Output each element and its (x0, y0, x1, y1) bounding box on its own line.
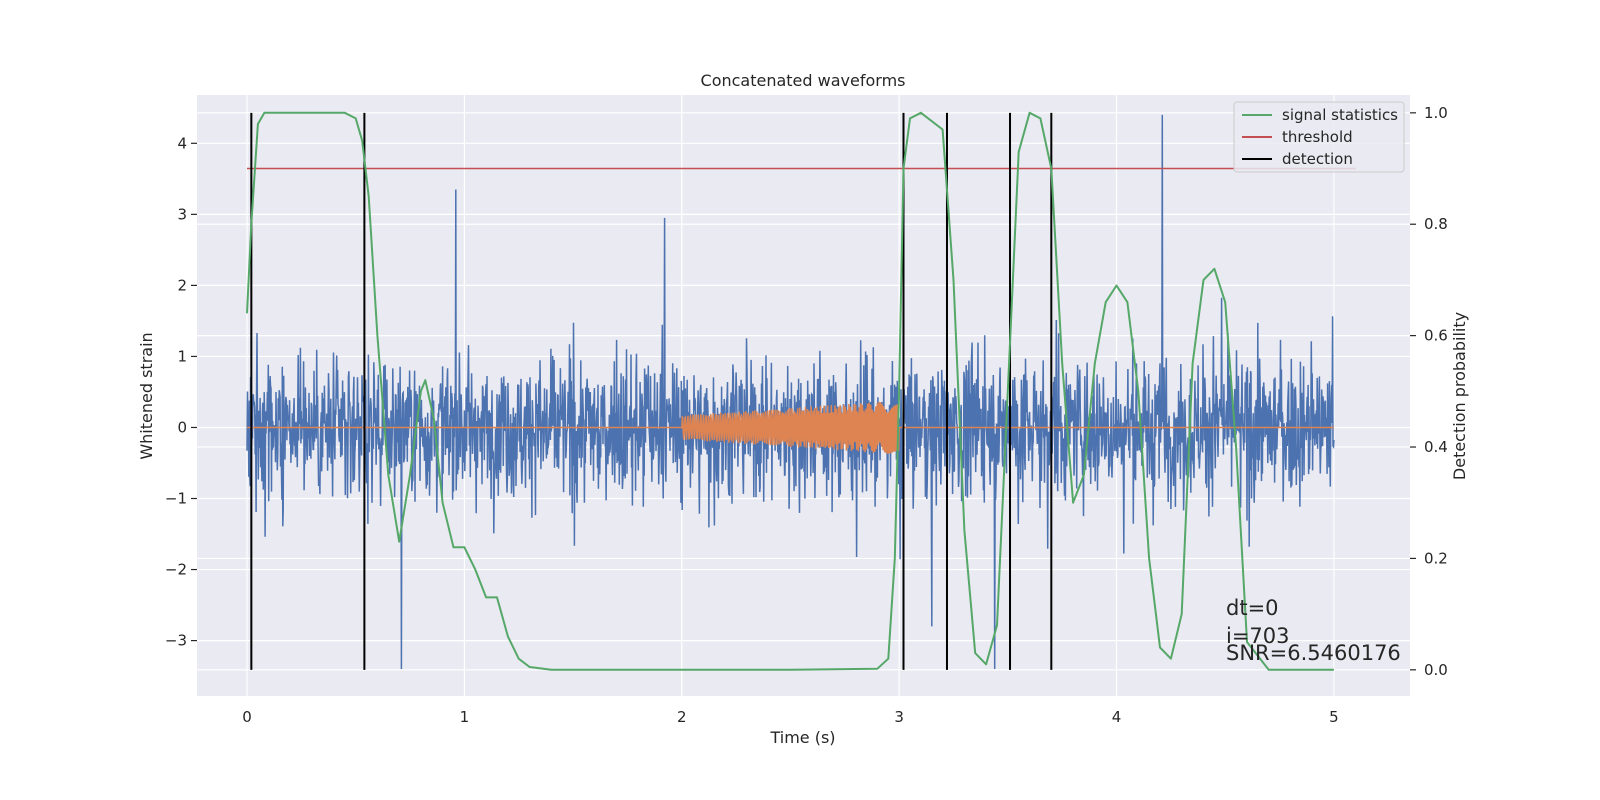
y2-tick-label: 0.0 (1424, 661, 1448, 679)
y-tick-label: 1 (177, 347, 187, 365)
y-tick-label: 2 (177, 276, 187, 294)
legend-box (1233, 101, 1405, 173)
legend-label: detection (1282, 150, 1353, 168)
axes: 0 1 2 3 4 5 −3 −2 −1 0 1 2 3 4 0.0 0.2 0.4 0.6 0.8 1.0 (165, 104, 1448, 726)
y2-tick-label: 0.4 (1424, 438, 1448, 456)
x-tick-label: 3 (894, 708, 904, 726)
x-tick-label: 1 (460, 708, 470, 726)
legend: signal statistics threshold detection (1233, 101, 1405, 173)
data-layer (246, 111, 1356, 671)
template-line (246, 401, 1334, 454)
y2-tick-label: 1.0 (1424, 104, 1448, 122)
y2-tick-label: 0.2 (1424, 549, 1448, 567)
y2-tick-label: 0.6 (1424, 327, 1448, 345)
annotation-text: i=703 (1226, 624, 1290, 648)
y-axis-label: Whitened strain (137, 332, 156, 459)
signal-statistics-line (246, 111, 1334, 671)
y-tick-label: 3 (177, 205, 187, 223)
y-tick-label: −3 (165, 632, 187, 650)
x-tick-label: 2 (677, 708, 687, 726)
y-tick-label: −1 (165, 490, 187, 508)
annotation-text: SNR=6.5460176 (1226, 641, 1401, 665)
x-tick-label: 4 (1112, 708, 1122, 726)
y-tick-label: 0 (177, 418, 187, 436)
x-axis-label: Time (s) (769, 728, 835, 747)
y-tick-label: 4 (177, 134, 187, 152)
annotation-text: dt=0 (1226, 596, 1279, 620)
legend-label: signal statistics (1282, 106, 1398, 124)
chart-title: Concatenated waveforms (701, 71, 906, 90)
x-tick-label: 5 (1329, 708, 1339, 726)
y2-tick-label: 0.8 (1424, 215, 1448, 233)
x-tick-label: 0 (242, 708, 252, 726)
plot-area (197, 95, 1410, 696)
legend-label: threshold (1282, 128, 1353, 146)
y-tick-label: −2 (165, 561, 187, 579)
y2-axis-label: Detection probability (1450, 312, 1469, 480)
